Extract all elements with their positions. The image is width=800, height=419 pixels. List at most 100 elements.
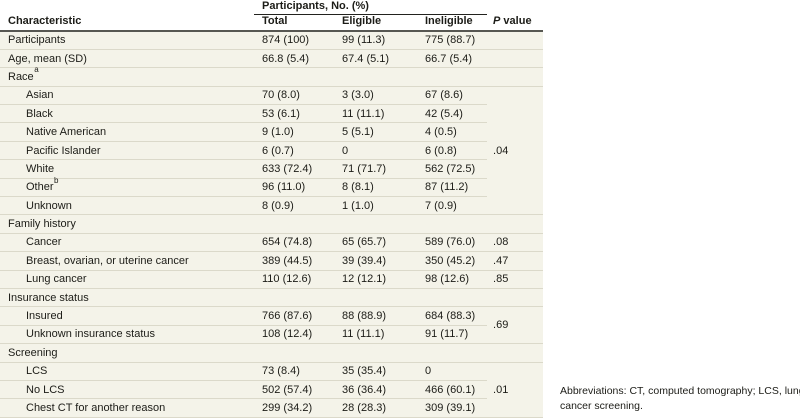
cell-p-value-race: .04 <box>487 86 544 216</box>
cell-total: 108 (12.4) <box>254 325 334 345</box>
cell-p-value <box>487 49 544 69</box>
cell-total: 874 (100) <box>254 31 334 50</box>
column-header-row: Characteristic Total Eligible Ineligible… <box>0 14 544 32</box>
row-label: No LCS <box>0 380 254 400</box>
footnote-marker-a: a <box>34 65 39 75</box>
cell-eligible: 71 (71.7) <box>334 159 417 179</box>
row-label: Otherb <box>0 176 254 198</box>
participants-characteristics-table: Participants, No. (%) Characteristic Tot… <box>0 0 544 418</box>
cell-eligible: 39 (39.4) <box>334 251 417 271</box>
cell-ineligible: 4 (0.5) <box>417 122 488 142</box>
table-row-pacific-islander: Pacific Islander 6 (0.7) 0 6 (0.8) <box>0 141 543 161</box>
cell-total: 299 (34.2) <box>254 398 334 418</box>
cell-ineligible: 7 (0.9) <box>417 196 488 216</box>
table-row-asian: Asian 70 (8.0) 3 (3.0) 67 (8.6) .04 <box>0 86 544 216</box>
cell-ineligible: 466 (60.1) <box>417 380 488 400</box>
cell-total: 9 (1.0) <box>254 122 334 142</box>
cell-total: 502 (57.4) <box>254 380 334 400</box>
table-row-cancer: Cancer 654 (74.8) 65 (65.7) 589 (76.0) .… <box>0 233 544 253</box>
cell-total: 633 (72.4) <box>254 159 334 179</box>
row-label: Chest CT for another reason <box>0 398 254 418</box>
row-label: Unknown <box>0 196 254 216</box>
eligible-column-header: Eligible <box>334 14 417 32</box>
section-label: Family history <box>0 214 544 234</box>
cell-eligible: 35 (35.4) <box>334 362 417 381</box>
section-row-screening: Screening <box>0 343 544 363</box>
spanner-spacer <box>0 0 254 15</box>
cell-eligible: 36 (36.4) <box>334 380 417 400</box>
cell-total: 96 (11.0) <box>254 178 334 198</box>
cell-ineligible: 66.7 (5.4) <box>417 49 488 69</box>
cell-ineligible: 0 <box>417 362 488 381</box>
row-label: Lung cancer <box>0 270 254 289</box>
table-row-breast-ovarian-uterine: Breast, ovarian, or uterine cancer 389 (… <box>0 251 544 271</box>
cell-ineligible: 562 (72.5) <box>417 159 488 179</box>
table-row-unknown-insurance: Unknown insurance status 108 (12.4) 11 (… <box>0 325 543 345</box>
row-label: Native American <box>0 122 254 142</box>
cell-ineligible: 98 (12.6) <box>417 270 488 289</box>
cell-ineligible: 42 (5.4) <box>417 104 488 124</box>
table-row-no-lcs: No LCS 502 (57.4) 36 (36.4) 466 (60.1) <box>0 380 543 400</box>
cell-ineligible: 91 (11.7) <box>417 325 488 345</box>
cell-eligible: 0 <box>334 141 417 161</box>
table-row-native-american: Native American 9 (1.0) 5 (5.1) 4 (0.5) <box>0 122 543 142</box>
ineligible-column-header: Ineligible <box>417 14 488 32</box>
cell-total: 654 (74.8) <box>254 233 334 253</box>
cell-eligible: 65 (65.7) <box>334 233 417 253</box>
row-label: Pacific Islander <box>0 141 254 161</box>
cell-total: 110 (12.6) <box>254 270 334 289</box>
cell-eligible: 8 (8.1) <box>334 178 417 198</box>
cell-ineligible: 684 (88.3) <box>417 306 488 326</box>
cell-ineligible: 6 (0.8) <box>417 141 488 161</box>
cell-eligible: 1 (1.0) <box>334 196 417 216</box>
row-label: Insured <box>0 306 254 326</box>
cell-total: 766 (87.6) <box>254 306 334 326</box>
section-label: Racea <box>0 65 544 87</box>
cell-p-value <box>487 31 544 50</box>
table-spanner-header: Participants, No. (%) <box>254 0 488 15</box>
row-label: Unknown insurance status <box>0 325 254 345</box>
row-label: Asian <box>0 86 254 106</box>
cell-eligible: 11 (11.1) <box>334 104 417 124</box>
section-label: Insurance status <box>0 288 544 308</box>
row-label: Black <box>0 104 254 124</box>
table-row-insured: Insured 766 (87.6) 88 (88.9) 684 (88.3) … <box>0 306 544 345</box>
cell-eligible: 28 (28.3) <box>334 398 417 418</box>
row-label: Participants <box>0 31 254 50</box>
table-row-unknown-race: Unknown 8 (0.9) 1 (1.0) 7 (0.9) <box>0 196 543 216</box>
cell-eligible: 5 (5.1) <box>334 122 417 142</box>
row-label: LCS <box>0 362 254 381</box>
cell-eligible: 99 (11.3) <box>334 31 417 50</box>
row-label: White <box>0 159 254 179</box>
table-row-other: Otherb 96 (11.0) 8 (8.1) 87 (11.2) <box>0 176 543 198</box>
cell-total: 6 (0.7) <box>254 141 334 161</box>
section-row-insurance-status: Insurance status <box>0 288 544 308</box>
cell-ineligible: 309 (39.1) <box>417 398 488 418</box>
characteristic-column-header: Characteristic <box>0 14 254 32</box>
cell-eligible: 3 (3.0) <box>334 86 417 106</box>
spanner-spacer-right <box>487 0 544 15</box>
cell-eligible: 67.4 (5.1) <box>334 49 417 69</box>
total-column-header: Total <box>254 14 334 32</box>
cell-p-value: .47 <box>487 251 544 271</box>
cell-total: 73 (8.4) <box>254 362 334 381</box>
cell-total: 389 (44.5) <box>254 251 334 271</box>
cell-ineligible: 775 (88.7) <box>417 31 488 50</box>
abbreviations-note: Abbreviations: CT, computed tomography; … <box>560 385 800 412</box>
cell-eligible: 11 (11.1) <box>334 325 417 345</box>
cell-total: 8 (0.9) <box>254 196 334 216</box>
table-row-participants: Participants 874 (100) 99 (11.3) 775 (88… <box>0 31 544 50</box>
cell-p-value: .08 <box>487 233 544 253</box>
table-row-white: White 633 (72.4) 71 (71.7) 562 (72.5) <box>0 159 543 179</box>
cell-total: 53 (6.1) <box>254 104 334 124</box>
cell-p-value: .85 <box>487 270 544 289</box>
p-value-column-header: P value <box>487 14 544 32</box>
table-row-lung-cancer: Lung cancer 110 (12.6) 12 (12.1) 98 (12.… <box>0 270 544 289</box>
cell-ineligible: 589 (76.0) <box>417 233 488 253</box>
cell-eligible: 88 (88.9) <box>334 306 417 326</box>
section-label: Screening <box>0 343 544 363</box>
section-row-family-history: Family history <box>0 214 544 234</box>
cell-total: 70 (8.0) <box>254 86 334 106</box>
cell-ineligible: 350 (45.2) <box>417 251 488 271</box>
